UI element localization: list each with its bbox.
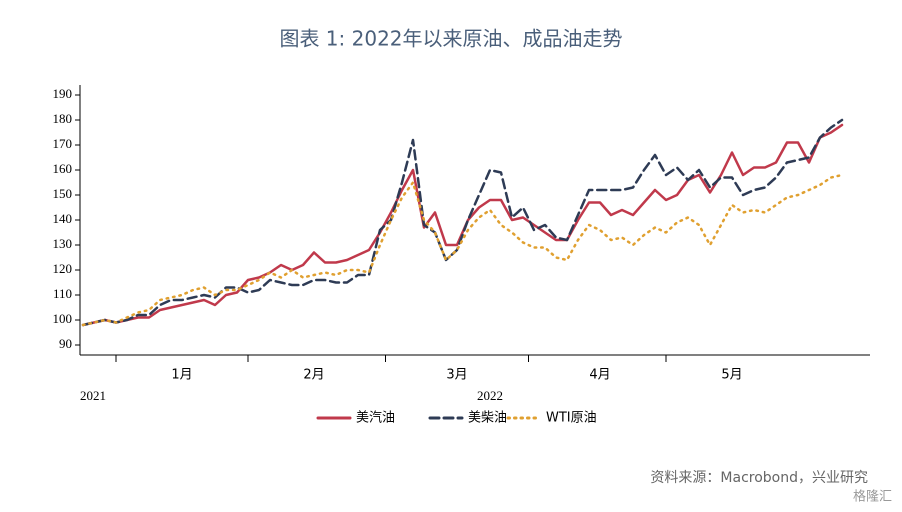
y-tick-label: 190 [53,86,73,101]
x-tick-label: 5月 [721,368,742,383]
y-tick-label: 150 [53,186,73,201]
y-tick-label: 120 [53,261,73,276]
y-tick-label: 140 [53,211,73,226]
y-tick-label: 170 [53,136,73,151]
y-tick-label: 180 [53,111,73,126]
legend-label: 美汽油 [356,411,395,426]
year-label: 2022 [477,388,503,403]
legend-label: 美柴油 [468,411,507,426]
series-line [81,173,844,327]
y-tick-label: 90 [59,336,72,351]
source: 资料来源：Macrobond，兴业研究 [650,470,868,486]
y-tick-label: 130 [53,236,73,251]
x-tick-label: 4月 [589,368,610,383]
x-tick-label: 2月 [303,368,324,383]
x-tick-label: 1月 [171,368,192,383]
series-line [81,118,844,327]
watermark: 格隆汇 [853,489,892,505]
series-line [81,123,844,327]
chart-title: 图表 1: 2022年以来原油、成品油走势 [279,27,622,51]
y-tick-label: 160 [53,161,73,176]
x-tick-label: 3月 [446,368,467,383]
year-label: 2021 [80,388,106,403]
y-tick-label: 100 [53,311,73,326]
y-tick-label: 110 [53,286,72,301]
legend-label: WTI原油 [546,411,597,426]
